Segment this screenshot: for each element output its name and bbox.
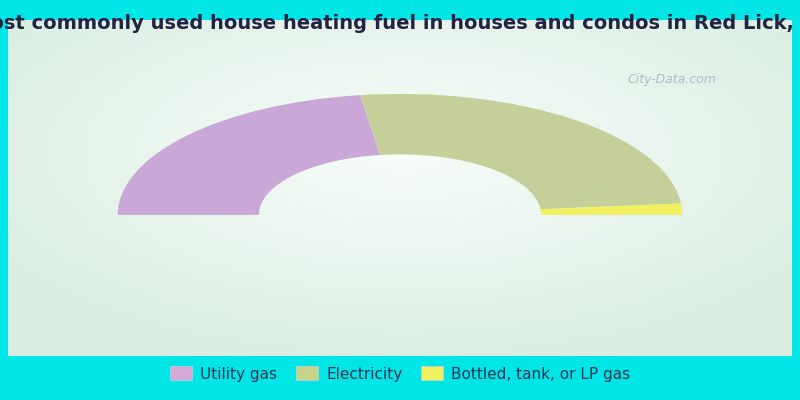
Wedge shape: [541, 204, 682, 215]
Text: City-Data.com: City-Data.com: [627, 74, 717, 86]
Text: Most commonly used house heating fuel in houses and condos in Red Lick, TX: Most commonly used house heating fuel in…: [0, 14, 800, 33]
Wedge shape: [360, 94, 681, 209]
Legend: Utility gas, Electricity, Bottled, tank, or LP gas: Utility gas, Electricity, Bottled, tank,…: [165, 362, 635, 386]
Wedge shape: [118, 95, 380, 215]
